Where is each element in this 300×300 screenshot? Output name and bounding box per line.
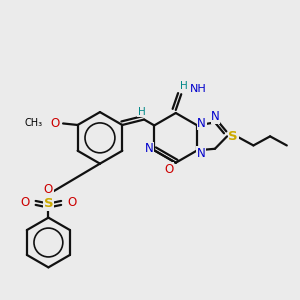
Text: N: N: [196, 147, 205, 160]
Text: O: O: [164, 163, 174, 176]
Text: H: H: [180, 81, 188, 91]
Text: N: N: [145, 142, 154, 155]
Text: N: N: [211, 110, 220, 123]
Text: O: O: [44, 183, 53, 196]
Text: N: N: [197, 116, 206, 130]
Text: O: O: [50, 117, 59, 130]
Text: O: O: [20, 196, 29, 209]
Text: NH: NH: [190, 84, 206, 94]
Text: S: S: [44, 197, 53, 211]
Text: CH₃: CH₃: [24, 118, 43, 128]
Text: O: O: [68, 196, 77, 209]
Text: S: S: [228, 130, 238, 143]
Text: H: H: [138, 106, 146, 117]
